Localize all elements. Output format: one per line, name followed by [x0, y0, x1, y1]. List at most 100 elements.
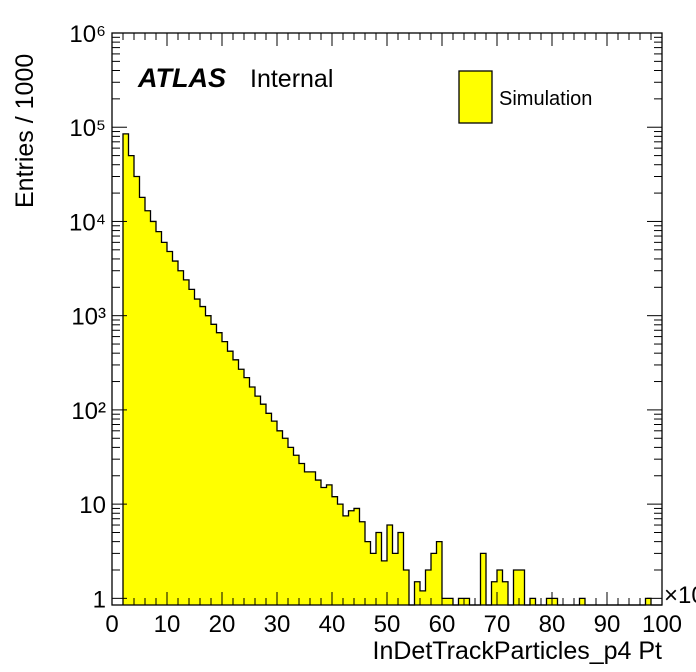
histogram-bar	[134, 176, 140, 606]
histogram-bar	[403, 569, 410, 605]
x-tick-label: 10	[154, 611, 181, 638]
y-axis-label: Entries / 1000	[11, 54, 39, 208]
histogram-bar	[442, 598, 448, 605]
histogram-bar	[277, 430, 283, 605]
histogram-bar	[381, 560, 388, 605]
histogram-bar	[354, 508, 360, 605]
histogram-bar	[205, 315, 212, 605]
y-tick-label: 10⁴	[69, 209, 106, 236]
histogram-bar	[579, 598, 586, 605]
histogram-bar	[332, 496, 338, 605]
x-tick-label: 70	[484, 611, 511, 638]
histogram-bar	[645, 598, 652, 605]
histogram-bar	[519, 569, 525, 605]
histogram-bar	[359, 521, 366, 605]
histogram-bar	[216, 332, 223, 605]
histogram-bar	[376, 532, 382, 605]
histogram-bar	[123, 133, 129, 605]
histogram-bar	[337, 504, 344, 605]
histogram-bar	[436, 541, 443, 605]
x-tick-label: 90	[594, 611, 621, 638]
histogram-bar	[222, 341, 228, 605]
histogram-bar	[271, 421, 278, 605]
histogram-bar	[420, 590, 426, 605]
histogram-bar	[447, 598, 454, 605]
histogram-bar	[530, 598, 536, 605]
histogram-bar	[293, 455, 300, 605]
histogram-bar	[227, 351, 234, 605]
histogram-bar	[370, 553, 377, 605]
histogram-bar	[260, 404, 267, 605]
legend-swatch	[458, 70, 493, 124]
atlas-label: ATLAS	[137, 63, 226, 93]
internal-label: Internal	[250, 65, 333, 93]
histogram-bar	[249, 386, 256, 605]
x-tick-label: 30	[264, 611, 291, 638]
x-axis-multiplier: ×10³	[664, 582, 696, 609]
y-tick-label: 10⁵	[69, 115, 106, 142]
histogram-bar	[244, 377, 250, 605]
histogram-bars	[123, 133, 652, 606]
histogram-bar	[491, 581, 498, 605]
histogram-bar	[431, 553, 437, 605]
x-tick-label: 50	[374, 611, 401, 638]
histogram-outline	[122, 133, 662, 606]
histogram-bar	[304, 471, 311, 605]
x-tick-label: 0	[105, 611, 118, 638]
histogram-bar	[167, 251, 173, 605]
histogram-bar	[392, 553, 399, 605]
histogram-bar	[299, 463, 305, 605]
histogram-bar	[425, 569, 432, 605]
y-axis-ticks: 1 10 10² 10³ 10⁴ 10⁵ 10⁶	[69, 21, 662, 613]
histogram-bar	[150, 221, 157, 605]
x-tick-label: 20	[209, 611, 236, 638]
y-tick-label: 10⁶	[69, 21, 106, 48]
histogram-bar	[387, 525, 393, 605]
histogram-bar	[343, 515, 349, 605]
histogram-bar	[288, 447, 294, 605]
histogram-bar	[315, 480, 322, 605]
y-tick-label: 1	[93, 586, 106, 613]
y-tick-label: 10³	[71, 304, 106, 331]
histogram-bar	[310, 471, 316, 605]
histogram-bar	[233, 359, 239, 605]
histogram-bar	[365, 541, 371, 605]
histogram-bar	[200, 306, 206, 605]
histogram-bar	[238, 369, 245, 605]
histogram-bar	[326, 484, 333, 605]
histogram-bar	[458, 598, 465, 605]
x-tick-label: 40	[319, 611, 346, 638]
x-tick-label: 100	[642, 611, 682, 638]
histogram-bar	[194, 299, 201, 605]
x-tick-label: 60	[429, 611, 456, 638]
y-tick-label: 10²	[71, 398, 106, 425]
legend-entry-simulation: Simulation	[499, 88, 592, 110]
histogram-bar	[255, 396, 261, 605]
histogram-bar	[414, 581, 421, 605]
histogram-bar	[480, 553, 487, 605]
histogram-bar	[546, 598, 553, 605]
histogram-bar	[321, 487, 327, 605]
histogram-bar	[161, 242, 168, 605]
histogram-bar	[497, 569, 503, 605]
histogram-bar	[156, 231, 162, 605]
histogram-bar	[211, 324, 217, 605]
histogram-bar	[552, 598, 558, 605]
histogram-bar	[348, 510, 355, 605]
y-tick-label: 10	[79, 492, 106, 519]
x-axis-label: InDetTrackParticles_p4 Pt	[373, 637, 663, 665]
histogram-bar	[502, 581, 509, 605]
histogram-bar	[398, 532, 404, 605]
histogram-bar	[139, 197, 146, 606]
histogram-bar	[178, 270, 184, 605]
histogram-bar	[183, 279, 190, 605]
histogram-bar	[266, 413, 272, 605]
x-tick-label: 80	[539, 611, 566, 638]
histogram-bar	[282, 438, 289, 605]
histogram-bar	[128, 155, 135, 605]
histogram-bar	[189, 289, 195, 605]
histogram-bar	[145, 210, 151, 605]
histogram-bar	[464, 598, 470, 605]
histogram-bar	[513, 569, 520, 605]
